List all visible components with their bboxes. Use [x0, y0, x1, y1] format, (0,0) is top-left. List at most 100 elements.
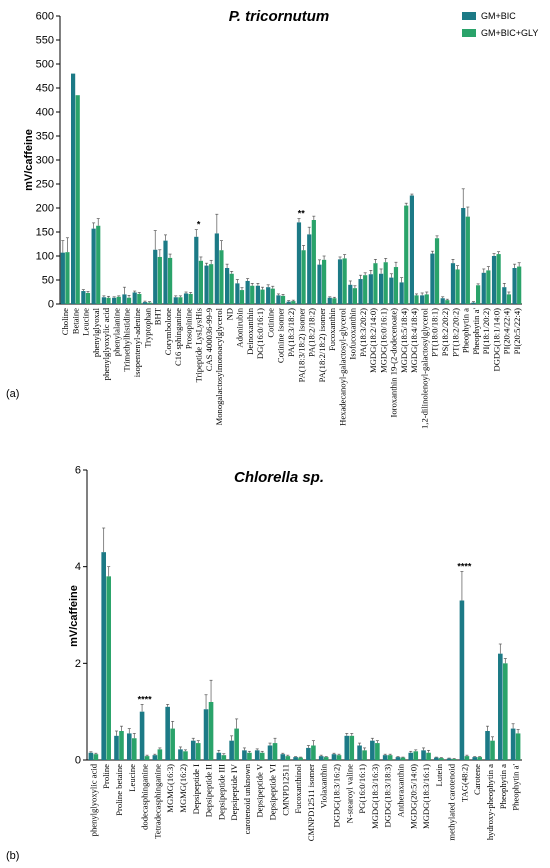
panel-a-x-tick-label: ND — [224, 308, 234, 320]
panel-a-bar-gm-bic-gly — [424, 294, 429, 304]
panel-b-bar-gm-bic — [126, 733, 132, 760]
panel-b-bar-gm-bic-gly — [490, 740, 495, 760]
panel-b-bar-gm-bic-gly — [208, 702, 214, 760]
panel-a-bar-gm-bic-gly — [352, 288, 357, 304]
panel-a-bar-gm-bic-gly — [157, 256, 162, 304]
panel-a-x-tick-label: Cotinine — [265, 308, 275, 338]
panel-a-bar-gm-bic — [317, 264, 322, 304]
panel-a-y-tick-label: 400 — [36, 107, 54, 119]
panel-b-bar-gm-bic — [498, 653, 503, 760]
panel-a-bar-gm-bic-gly — [393, 267, 399, 304]
panel-b-bar-gm-bic-gly — [170, 728, 175, 760]
panel-b-bar-gm-bic-gly — [183, 751, 188, 760]
panel-a-bar-gm-bic-gly — [168, 257, 173, 304]
panel-b-bar-gm-bic-gly — [413, 751, 419, 760]
panel-a-x-tick-label: MGDG(18:2/14:0) — [368, 308, 378, 373]
panel-a-bar-gm-bic — [81, 291, 86, 304]
panel-b-x-tick-label: hydroxy-pheophytin a — [485, 764, 495, 840]
panel-a-bar-gm-bic-gly — [322, 259, 327, 304]
panel-b-bar-gm-bic — [306, 747, 311, 760]
panel-a-bar-gm-bic — [286, 301, 291, 304]
panel-a-bar-gm-bic — [183, 293, 189, 304]
panel-a-bar-gm-bic-gly — [250, 285, 255, 304]
panel-b-bar-gm-bic-gly — [387, 755, 393, 760]
panel-b-x-tick-label: dodecasphinganine — [140, 764, 150, 830]
panel-a-y-tick-label: 100 — [36, 251, 54, 263]
panel-b-bar-gm-bic-gly — [503, 663, 508, 760]
panel-b-x-tick-label: Proline betaine — [114, 764, 124, 816]
panel-a-x-tick-label: Monogalactosylmonoacylglycerol — [214, 307, 224, 425]
panel-b-y-tick-label: 6 — [75, 465, 81, 477]
panel-a-bar-gm-bic-gly — [96, 225, 101, 304]
panel-a-bar-gm-bic-gly — [260, 289, 265, 304]
panel-a-x-tick-label: isopentenyl-adenine — [132, 308, 142, 377]
panel-b-bar-gm-bic — [472, 757, 478, 760]
panel-b-bar-gm-bic-gly — [106, 576, 111, 760]
panel-a-bar-gm-bic-gly — [219, 250, 224, 304]
panel-b-x-tick-label: Depsipeptide II — [204, 764, 214, 817]
panel-b-bar-gm-bic-gly — [272, 743, 278, 760]
panel-a-x-tick-label: Choline — [60, 308, 70, 335]
panel-a-bar-gm-bic-gly — [506, 294, 511, 304]
panel-a-bar-gm-bic — [471, 302, 476, 304]
panel-b-bar-gm-bic-gly — [426, 752, 431, 760]
legend-swatch-gm-bic-gly — [462, 29, 476, 37]
panel-a-x-tick-label: Pheophytin a' — [471, 308, 481, 355]
panel-a-bar-gm-bic — [512, 268, 517, 304]
panel-a-bar-gm-bic-gly — [239, 290, 245, 304]
panel-b-bar-gm-bic — [459, 600, 465, 760]
panel-b-x-tick-label: Depsipeptide III — [216, 764, 226, 820]
panel-a-bar-gm-bic — [502, 287, 507, 304]
panel-a-bar-gm-bic — [71, 73, 76, 304]
panel-a-bar-gm-bic — [450, 263, 456, 304]
panel-b-x-tick-label: MGDG(18:3/16:3) — [370, 764, 380, 829]
panel-b-bar-gm-bic — [216, 752, 222, 760]
panel-a-y-tick-label: 150 — [36, 227, 54, 239]
panel-a-bar-gm-bic-gly — [178, 297, 183, 304]
panel-a-x-tick-label: Isofucoxanthin — [348, 307, 358, 359]
panel-b-x-tick-label: MGDG(18:3/16:1) — [421, 764, 431, 829]
panel-a-x-tick-label: Leucine — [81, 308, 91, 336]
panel-a-y-tick-label: 0 — [48, 299, 54, 311]
panel-a-bar-gm-bic-gly — [517, 266, 522, 304]
panel-a-bar-gm-bic-gly — [455, 269, 460, 304]
panel-a-bar-gm-bic — [389, 277, 394, 304]
panel-b-bar-gm-bic-gly — [451, 759, 457, 760]
panel-a-x-tick-label: PA(18:2/18:2) isomer — [317, 308, 327, 383]
panel-a-bar-gm-bic-gly — [137, 293, 142, 304]
panel-b-x-tick-label: TAG(48:2) — [459, 764, 469, 802]
panel-b-bar-gm-bic-gly — [259, 752, 265, 760]
panel-a-bar-gm-bic-gly — [476, 285, 481, 304]
panel-a-x-tick-label: Trimethylhistidine — [122, 308, 132, 372]
panel-b-y-tick-label: 0 — [75, 755, 81, 767]
panel-b-bar-gm-bic — [101, 552, 106, 760]
panel-a-bar-gm-bic — [348, 284, 353, 304]
panel-b-x-tick-label: N-stearoyl valine — [344, 764, 354, 824]
panel-a-bar-gm-bic-gly — [363, 275, 368, 304]
panel-a-x-tick-label: MGDG(18:5/18:4) — [399, 308, 409, 373]
panel-a-y-tick-label: 250 — [36, 179, 54, 191]
panel-a-bar-gm-bic-gly — [126, 297, 132, 304]
legend-label-gm-bic: GM+BIC — [481, 11, 516, 21]
panel-b-x-tick-label: PG(16:0/16:1) — [357, 764, 367, 814]
panel-b-title: Chlorella sp. — [234, 469, 324, 486]
panel-b-bar-gm-bic — [434, 757, 439, 760]
panel-a-bar-gm-bic-gly — [116, 296, 121, 304]
panel-b-bar-gm-bic-gly — [195, 743, 201, 760]
panel-a-bar-gm-bic — [276, 295, 281, 304]
panel-a-x-tick-label: CAS 400036-99-9 — [204, 308, 214, 371]
panel-a-bar-gm-bic — [368, 274, 373, 304]
panel-b-bar-gm-bic-gly — [515, 733, 521, 760]
panel-b-x-tick-label: CMNPD12511 — [280, 764, 290, 816]
chart-panel-b: Chlorella sp. mV/caffeine 0 2 4 6 phenylglyo… — [6, 465, 522, 862]
panel-a-bar-gm-bic-gly — [229, 273, 234, 304]
panel-a-bar-gm-bic-gly — [75, 95, 80, 304]
panel-b-x-tick-label: Fucoxanthinol — [293, 763, 303, 813]
panel-a-bar-gm-bic — [235, 283, 240, 304]
panel-a-bar-gm-bic-gly — [414, 295, 419, 304]
panel-a-bar-gm-bic — [91, 228, 96, 304]
panel-a-bar-gm-bic — [122, 294, 127, 304]
panel-b-significance-marker: **** — [138, 694, 153, 704]
panel-b-bar-gm-bic-gly — [464, 756, 470, 760]
panel-a-bar-gm-bic — [194, 236, 199, 304]
